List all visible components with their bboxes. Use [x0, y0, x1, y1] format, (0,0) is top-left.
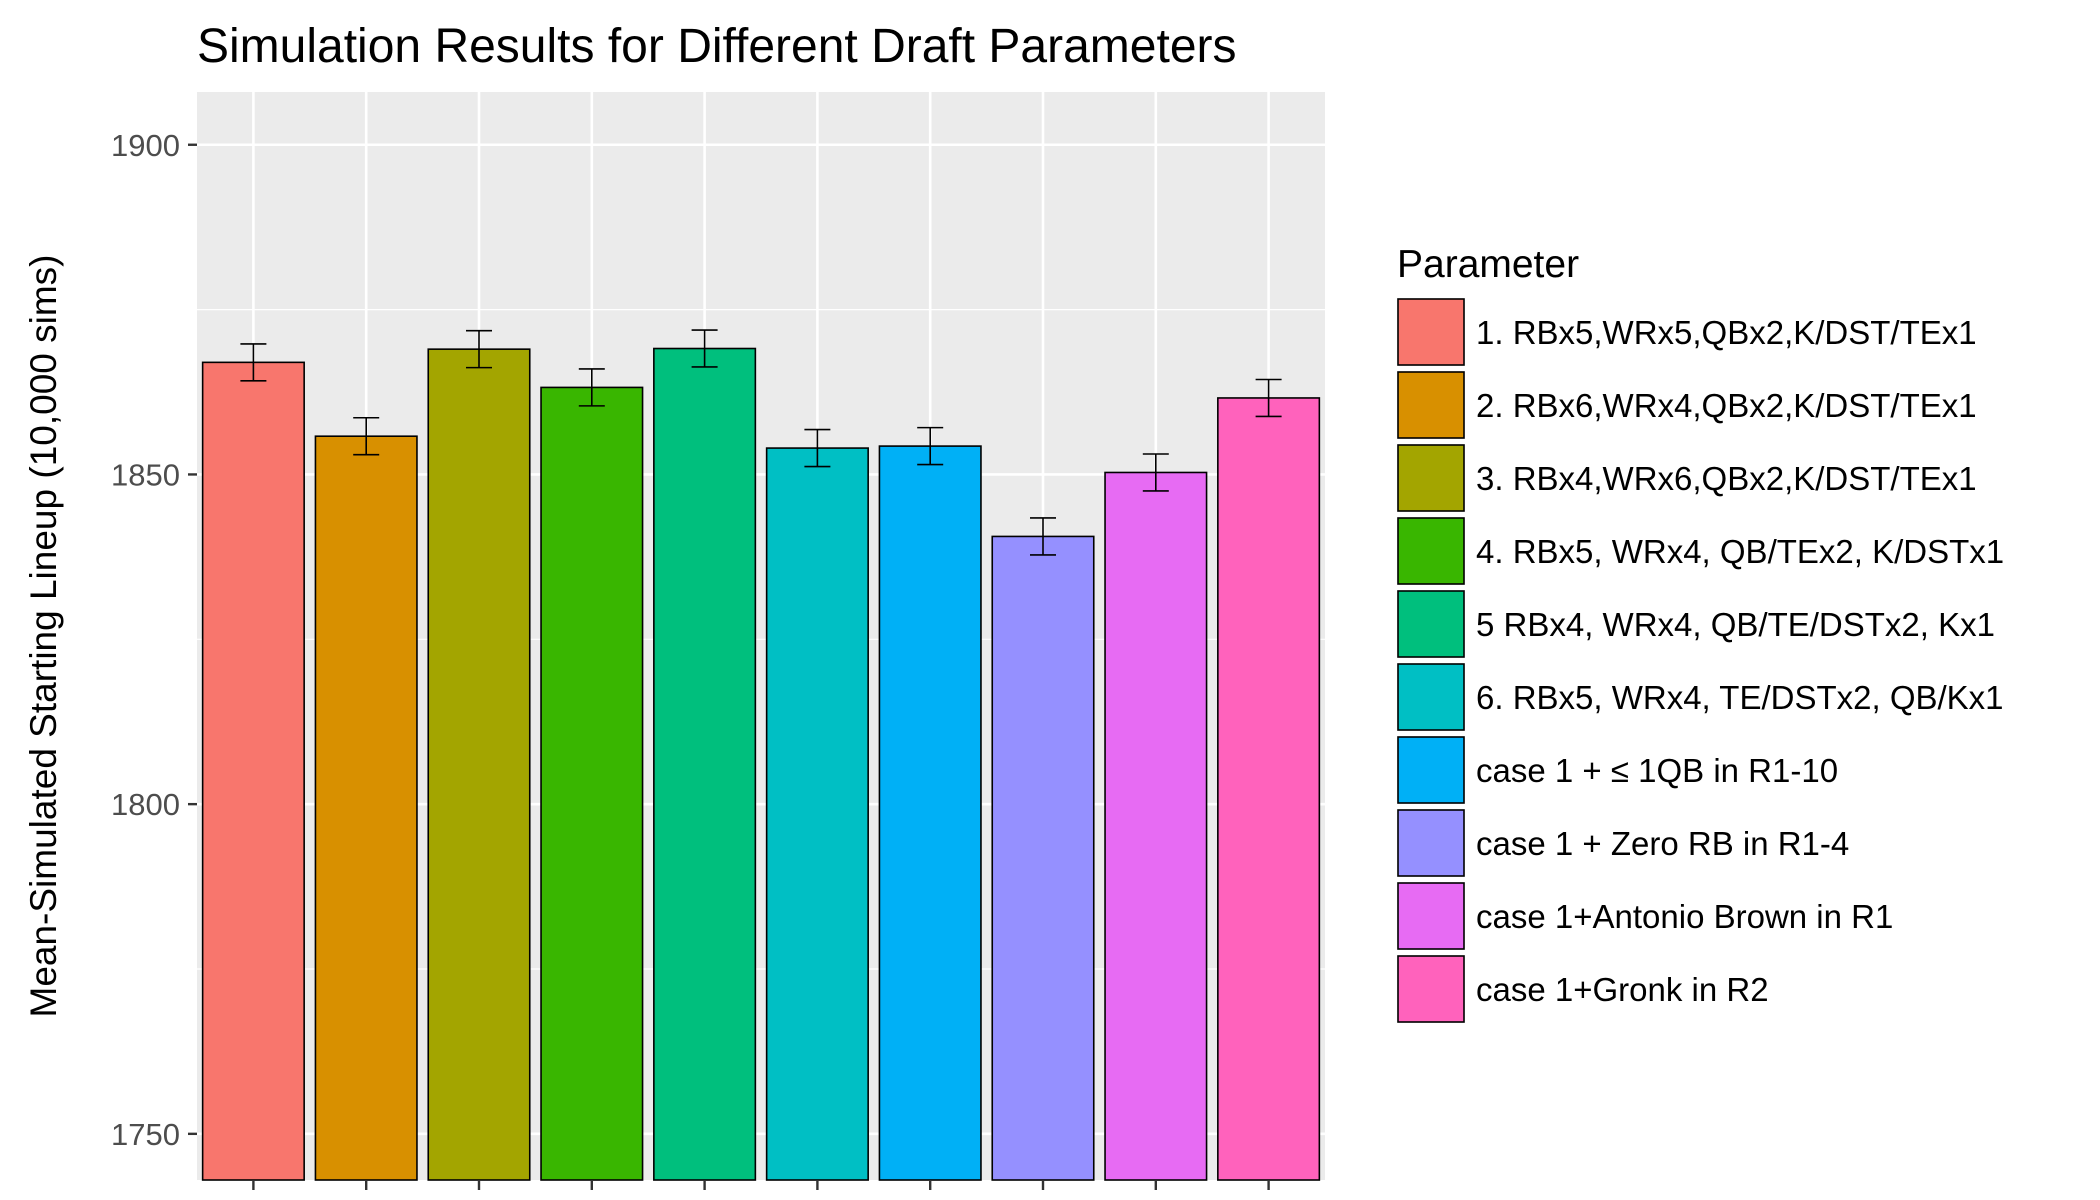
legend-swatch	[1397, 444, 1465, 512]
y-tick-label: 1750	[111, 1117, 180, 1152]
bars	[201, 347, 1321, 1181]
legend-item: 4. RBx5, WRx4, QB/TEx2, K/DSTx1	[1397, 517, 2004, 585]
bar	[314, 435, 418, 1181]
legend-label: 6. RBx5, WRx4, TE/DSTx2, QB/Kx1	[1476, 679, 2004, 716]
legend-swatch	[1397, 590, 1465, 658]
bar	[201, 361, 305, 1181]
y-tick-label: 1900	[111, 128, 180, 163]
bar	[427, 348, 531, 1181]
bar	[653, 347, 757, 1181]
error-bar	[1142, 453, 1169, 492]
error-bar	[1030, 517, 1056, 556]
error-bar	[353, 416, 380, 456]
legend-item: case 1 + ≤ 1QB in R1-10	[1397, 736, 1838, 804]
legend-label: 1. RBx5,WRx5,QBx2,K/DST/TEx1	[1476, 314, 1977, 351]
x-axis	[252, 1180, 1270, 1190]
legend-swatch	[1397, 955, 1465, 1023]
legend-item: case 1 + Zero RB in R1-4	[1397, 809, 1849, 877]
y-axis-label: Mean-Simulated Starting Lineup (10,000 s…	[23, 255, 64, 1018]
error-bar	[804, 428, 831, 468]
bar	[991, 535, 1095, 1181]
legend-swatch	[1397, 298, 1465, 366]
y-tick-label: 1800	[111, 787, 180, 822]
error-bar	[240, 343, 267, 382]
error-bar	[466, 329, 492, 369]
y-axis: 1750 1800 1850 1900	[111, 128, 197, 1152]
legend: Parameter 1. RBx5,WRx5,QBx2,K/DST/TEx1 2.…	[1397, 243, 2004, 1023]
legend-item: 6. RBx5, WRx4, TE/DSTx2, QB/Kx1	[1397, 663, 2004, 731]
legend-item: 5 RBx4, WRx4, QB/TE/DSTx2, Kx1	[1397, 590, 1995, 658]
legend-swatch	[1397, 517, 1465, 585]
chart-title: Simulation Results for Different Draft P…	[197, 20, 1237, 73]
error-bar	[578, 368, 605, 407]
legend-label: 4. RBx5, WRx4, QB/TEx2, K/DSTx1	[1476, 533, 2004, 570]
legend-item: case 1+Antonio Brown in R1	[1397, 882, 1893, 950]
legend-swatch	[1397, 882, 1465, 950]
legend-label: case 1 + ≤ 1QB in R1-10	[1476, 752, 1838, 789]
legend-label: case 1+Gronk in R2	[1476, 971, 1769, 1008]
legend-label: 3. RBx4,WRx6,QBx2,K/DST/TEx1	[1476, 460, 1977, 497]
legend-label: 2. RBx6,WRx4,QBx2,K/DST/TEx1	[1476, 387, 1977, 424]
legend-item: 1. RBx5,WRx5,QBx2,K/DST/TEx1	[1397, 298, 1977, 366]
legend-swatch	[1397, 809, 1465, 877]
error-bar	[917, 426, 944, 466]
legend-swatch	[1397, 663, 1465, 731]
error-bar	[691, 329, 718, 368]
bar	[1104, 471, 1208, 1181]
legend-item: 2. RBx6,WRx4,QBx2,K/DST/TEx1	[1397, 371, 1977, 439]
error-bar	[1255, 378, 1282, 418]
bar	[540, 386, 644, 1181]
legend-item: case 1+Gronk in R2	[1397, 955, 1769, 1023]
legend-swatch	[1397, 371, 1465, 439]
bar	[878, 445, 982, 1181]
legend-item: 3. RBx4,WRx6,QBx2,K/DST/TEx1	[1397, 444, 1977, 512]
legend-label: case 1+Antonio Brown in R1	[1476, 898, 1893, 935]
y-tick-label: 1850	[111, 457, 180, 492]
legend-title: Parameter	[1397, 243, 1579, 286]
legend-items: 1. RBx5,WRx5,QBx2,K/DST/TEx1 2. RBx6,WRx4…	[1397, 298, 2004, 1023]
legend-swatch	[1397, 736, 1465, 804]
bar	[765, 447, 869, 1181]
error-bars	[240, 329, 1282, 556]
bar	[1217, 397, 1321, 1181]
legend-label: case 1 + Zero RB in R1-4	[1476, 825, 1849, 862]
legend-label: 5 RBx4, WRx4, QB/TE/DSTx2, Kx1	[1476, 606, 1995, 643]
